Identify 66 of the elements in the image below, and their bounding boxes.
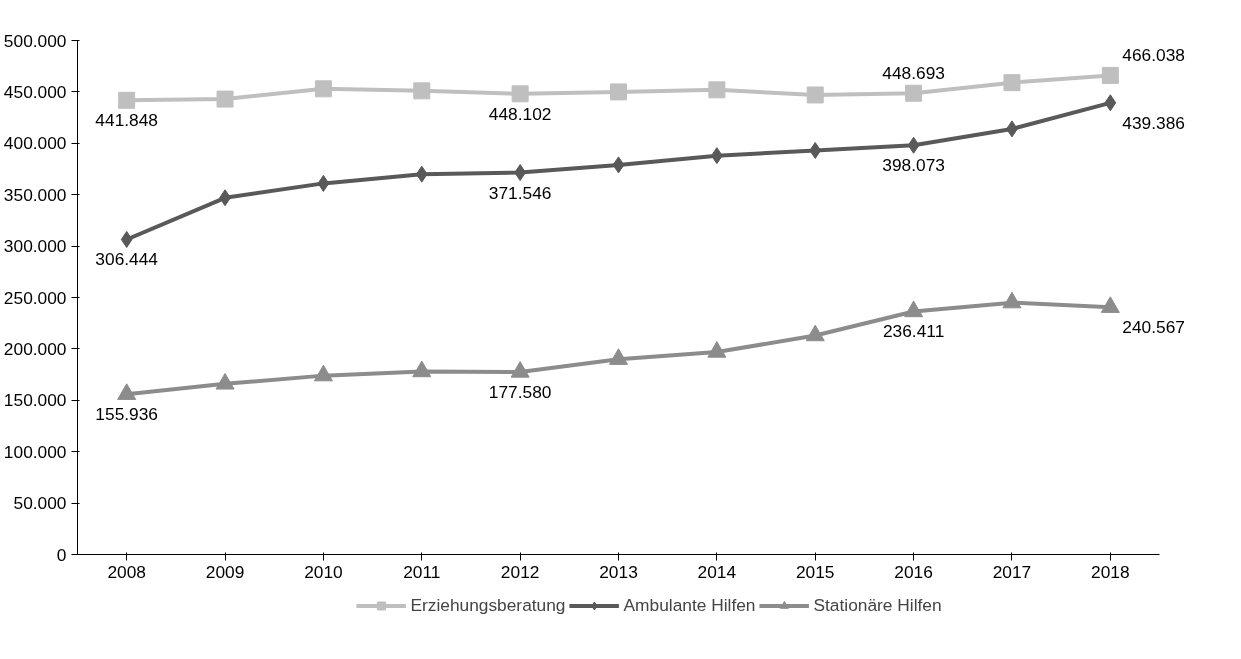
y-tick-label: 250.000: [3, 287, 67, 308]
y-tick-label: 300.000: [3, 236, 67, 257]
legend-label: Ambulante Hilfen: [623, 594, 756, 616]
point: [215, 372, 235, 390]
y-tick-label: 400.000: [3, 133, 67, 154]
x-tick-label: 2013: [599, 561, 638, 582]
data-label: 398.073: [882, 155, 945, 176]
point: [117, 383, 137, 400]
point: [216, 90, 234, 108]
point: [415, 165, 428, 183]
point: [806, 86, 824, 104]
data-label: 306.444: [95, 249, 159, 270]
data-label: 155.936: [95, 404, 158, 425]
data-label: 441.848: [95, 110, 158, 131]
point: [1002, 291, 1022, 309]
x-tick-label: 2009: [205, 561, 245, 582]
data-label: 448.693: [882, 63, 945, 84]
point: [313, 364, 333, 382]
point: [118, 91, 136, 109]
point: [904, 300, 924, 318]
x-tick-label: 2014: [697, 561, 737, 582]
point: [907, 136, 920, 154]
legend-label: Erziehungsberatung: [410, 594, 566, 616]
y-tick-label: 50.000: [13, 493, 67, 514]
y-tick-label: 100.000: [3, 441, 67, 462]
point: [612, 156, 625, 174]
point: [708, 81, 726, 99]
point: [707, 341, 727, 358]
point: [1100, 296, 1120, 313]
point: [905, 84, 923, 102]
point: [317, 174, 330, 192]
point: [510, 361, 530, 378]
y-tick-label: 500.000: [3, 30, 67, 51]
x-tick-label: 2011: [403, 561, 441, 582]
point: [120, 230, 133, 248]
y-tick-label: 150.000: [3, 390, 67, 411]
point: [610, 83, 628, 101]
data-label: 240.567: [1122, 317, 1185, 338]
data-label: 448.102: [488, 103, 552, 124]
data-label: 371.546: [488, 182, 552, 203]
x-tick-label: 2017: [992, 561, 1032, 582]
data-label: 466.038: [1122, 45, 1185, 66]
y-tick-label: 200.000: [3, 338, 67, 359]
point: [609, 348, 629, 365]
x-tick-label: 2018: [1091, 561, 1130, 582]
point: [314, 80, 332, 98]
y-tick-label: 350.000: [3, 184, 67, 205]
x-tick-label: 2012: [500, 561, 540, 582]
point: [413, 82, 431, 100]
point: [1101, 66, 1119, 84]
data-label: 439.386: [1122, 112, 1185, 133]
data-label: 177.580: [488, 381, 552, 402]
point: [412, 360, 432, 378]
x-tick-label: 2008: [107, 561, 146, 582]
point: [805, 324, 825, 342]
point: [1003, 74, 1021, 92]
point: [809, 142, 822, 159]
y-tick-label: 450.000: [3, 81, 67, 102]
legend-label: Stationäre Hilfen: [813, 594, 942, 616]
data-label: 236.411: [882, 321, 945, 342]
x-tick-label: 2015: [795, 561, 835, 582]
point: [511, 85, 529, 103]
x-tick-label: 2010: [304, 561, 343, 582]
x-tick-label: 2016: [894, 561, 933, 582]
y-tick-label: 0: [56, 544, 67, 565]
point: [1104, 94, 1117, 112]
